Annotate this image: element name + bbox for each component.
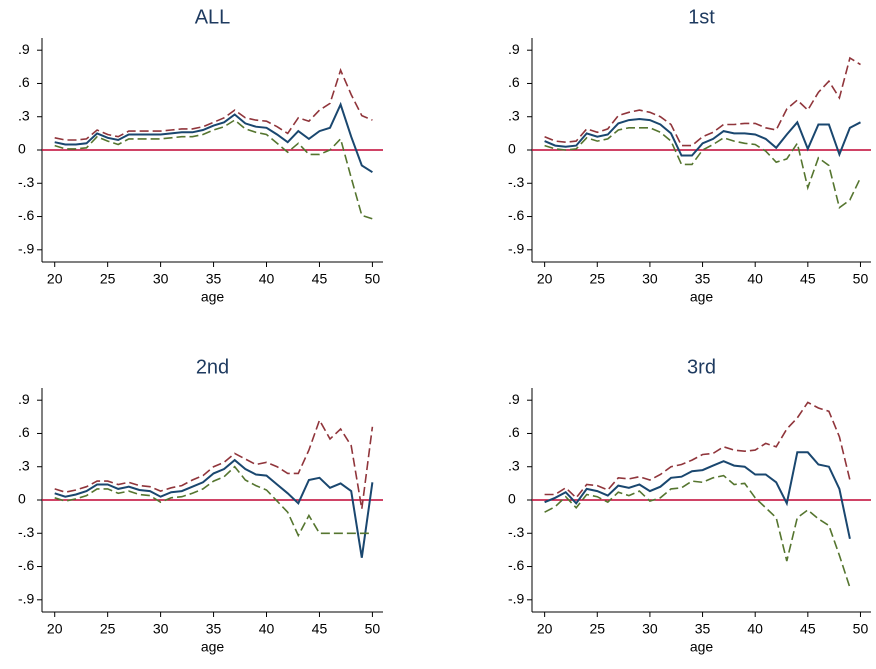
x-tick-label: 40 (747, 271, 763, 287)
series-line (54, 465, 373, 538)
x-tick-label: 35 (206, 271, 222, 287)
chart-title: 1st (688, 6, 715, 28)
x-tick-label: 40 (747, 621, 763, 637)
x-tick-label: 35 (695, 271, 711, 287)
series-line (544, 117, 861, 158)
x-axis-label: age (690, 639, 714, 655)
x-tick-label: 30 (153, 271, 169, 287)
series-line (544, 451, 851, 540)
chart-title: 3rd (687, 356, 716, 378)
y-tick-label: -.3 (508, 524, 525, 540)
x-tick-label: 20 (537, 621, 553, 637)
x-tick-label: 45 (800, 621, 816, 637)
series-line (54, 101, 373, 174)
y-tick-label: -.6 (508, 557, 525, 573)
y-tick-label: -.3 (18, 524, 35, 540)
x-tick-label: 45 (312, 271, 328, 287)
y-tick-label: .9 (18, 41, 30, 57)
series-line (544, 56, 861, 147)
x-tick-label: 30 (642, 621, 658, 637)
x-tick-label: 25 (100, 621, 116, 637)
y-tick-label: 0 (18, 491, 26, 507)
y-tick-label: -.6 (18, 557, 35, 573)
y-tick-label: .9 (18, 391, 30, 407)
y-tick-label: .6 (508, 74, 520, 90)
x-tick-label: 40 (259, 271, 275, 287)
y-tick-label: -.6 (508, 207, 525, 223)
y-tick-label: 0 (508, 141, 516, 157)
y-tick-label: -.6 (18, 207, 35, 223)
series-line (54, 458, 374, 558)
y-tick-label: 0 (18, 141, 26, 157)
series-line (54, 67, 373, 141)
y-tick-label: -.9 (508, 241, 525, 257)
series-line (544, 127, 862, 210)
x-tick-label: 35 (206, 621, 222, 637)
x-tick-label: 45 (312, 621, 328, 637)
y-tick-label: -.9 (508, 591, 525, 607)
x-axis-label: age (690, 289, 714, 305)
x-tick-label: 45 (800, 271, 816, 287)
x-tick-label: 30 (153, 621, 169, 637)
x-tick-label: 30 (642, 271, 658, 287)
chart-title: ALL (195, 6, 231, 28)
y-tick-label: .3 (508, 107, 520, 123)
x-tick-label: 25 (589, 621, 605, 637)
x-tick-label: 50 (365, 621, 381, 637)
x-tick-label: 25 (100, 271, 116, 287)
y-tick-label: .6 (508, 424, 520, 440)
series-line (544, 474, 851, 588)
x-tick-label: 25 (589, 271, 605, 287)
y-tick-label: -.9 (18, 241, 35, 257)
y-tick-label: .3 (508, 457, 520, 473)
y-tick-label: 0 (508, 491, 516, 507)
y-tick-label: .9 (508, 391, 520, 407)
y-tick-label: .6 (18, 74, 30, 90)
chart-title: 2nd (196, 356, 229, 378)
series-line (544, 401, 851, 499)
y-tick-label: -.3 (18, 174, 35, 190)
x-axis-label: age (201, 289, 225, 305)
x-tick-label: 20 (537, 271, 553, 287)
series-line (54, 418, 374, 510)
y-tick-label: -.3 (508, 174, 525, 190)
y-tick-label: .6 (18, 424, 30, 440)
series-line (54, 119, 373, 220)
y-tick-label: -.9 (18, 591, 35, 607)
x-tick-label: 40 (259, 621, 275, 637)
x-tick-label: 35 (695, 621, 711, 637)
y-tick-label: .3 (18, 457, 30, 473)
x-tick-label: 50 (853, 621, 869, 637)
x-tick-label: 20 (47, 271, 63, 287)
y-tick-label: .3 (18, 107, 30, 123)
x-tick-label: 50 (853, 271, 869, 287)
x-axis-label: age (201, 639, 225, 655)
y-tick-label: .9 (508, 41, 520, 57)
x-tick-label: 50 (365, 271, 381, 287)
x-tick-label: 20 (47, 621, 63, 637)
